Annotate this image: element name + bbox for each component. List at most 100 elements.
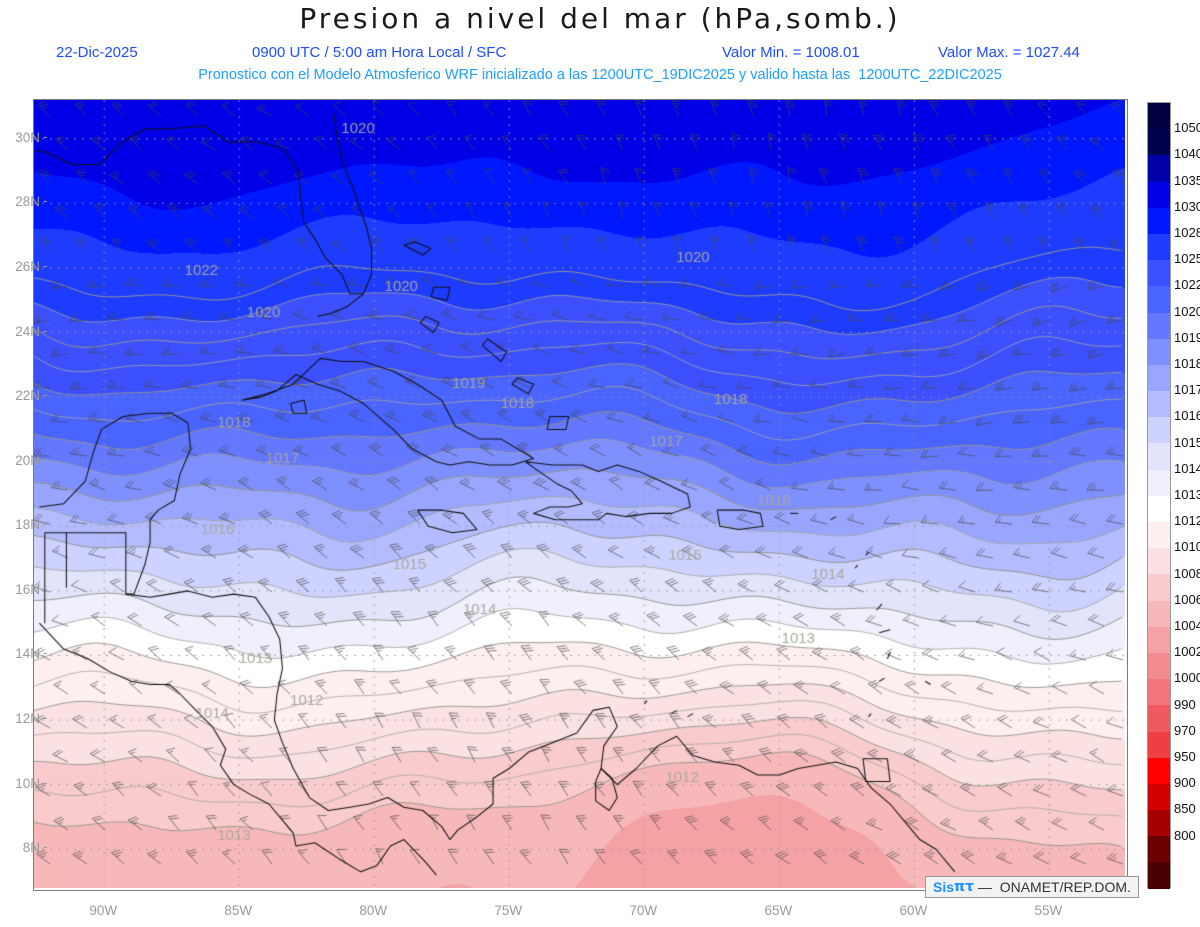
colorbar-swatch [1148,600,1170,627]
colorbar-tick-1018: 1018 [1174,356,1200,371]
colorbar-swatch [1148,862,1170,889]
colorbar-tick-1017: 1017 [1174,382,1200,398]
colorbar-swatch [1148,443,1170,470]
colorbar-tick-1028: 1028 [1174,225,1200,240]
colorbar-tick-1006: 1006 [1174,591,1200,607]
colorbar-swatch [1148,286,1170,313]
colorbar-tick-850: 850 [1174,801,1196,817]
colorbar-tick-1014: 1014 [1174,460,1200,476]
forecast-time: 0900 UTC / 5:00 am Hora Local / SFC [252,44,507,61]
colorbar-swatch [1148,652,1170,680]
colorbar-tick-1035: 1035 [1174,172,1200,188]
lat-tick-mark: - [43,710,48,726]
lat-tick-20n: 20N [15,452,40,468]
lat-tick-18n: 18N [15,517,40,533]
lat-tick-24n: 24N [15,323,40,339]
colorbar-swatch [1148,417,1170,444]
colorbar-tick-1004: 1004 [1174,618,1200,633]
colorbar-tick-900: 900 [1174,775,1196,791]
lat-tick-30n: 30N [15,129,40,145]
lat-tick-mark: - [43,257,48,273]
colorbar-tick-1015: 1015 [1174,434,1200,450]
map-plot-area[interactable] [33,99,1128,891]
colorbar-swatch [1148,679,1170,706]
lat-tick-28n: 28N [15,194,40,210]
colorbar-tick-1008: 1008 [1174,565,1200,581]
lat-tick-mark: - [43,774,48,790]
lat-tick-mark: - [43,839,48,855]
lon-tick-65w: 65W [764,903,793,918]
lon-tick-90w: 90W [89,903,118,918]
colorbar-swatch [1148,312,1170,339]
lon-tick-80w: 80W [359,903,388,918]
header: Presion a nivel del mar (hPa,somb.) 22-D… [0,0,1200,95]
lat-tick-22n: 22N [15,388,40,404]
colorbar-swatch [1148,836,1170,863]
lat-tick-mark: - [43,451,48,467]
colorbar-tick-1020: 1020 [1174,303,1200,319]
colorbar-tick-1000: 1000 [1174,670,1200,686]
logo-agency-text: — ONAMET/REP.DOM. [974,879,1131,895]
onamet-logo: Sis πτ — ONAMET/REP.DOM. [925,876,1139,898]
colorbar[interactable] [1147,102,1171,889]
logo-pi-icon: πτ [954,879,975,895]
lat-tick-10n: 10N [15,775,40,791]
lon-tick-60w: 60W [899,903,928,918]
lat-tick-mark: - [43,128,48,144]
colorbar-swatch [1148,626,1170,653]
colorbar-swatch [1148,103,1170,130]
model-run-info: Pronostico con el Modelo Atmosferico WRF… [198,67,1002,83]
colorbar-swatch [1148,364,1170,392]
forecast-date: 22-Dic-2025 [56,44,138,61]
colorbar-swatch [1148,731,1170,758]
colorbar-swatch [1148,574,1170,601]
colorbar-tick-1012: 1012 [1174,513,1200,529]
colorbar-tick-1016: 1016 [1174,408,1200,424]
colorbar-swatch [1148,757,1170,784]
colorbar-tick-1040: 1040 [1174,146,1200,162]
colorbar-tick-1013: 1013 [1174,487,1200,502]
colorbar-tick-1010: 1010 [1174,539,1200,555]
lat-tick-mark: - [43,645,48,661]
colorbar-labels: 1050 1040 1035 1030 1028 1025 1022 1020 1019 1018… [1174,102,1200,888]
colorbar-tick-1002: 1002 [1174,644,1200,660]
colorbar-swatch [1148,129,1170,156]
colorbar-swatch [1148,469,1170,496]
colorbar-swatch [1148,495,1170,522]
lat-tick-mark: - [43,193,48,209]
colorbar-swatch [1148,548,1170,575]
lat-tick-14n: 14N [15,646,40,662]
colorbar-swatch [1148,207,1170,234]
colorbar-swatch [1148,260,1170,287]
colorbar-swatch [1148,705,1170,732]
colorbar-tick-950: 950 [1174,749,1196,764]
colorbar-tick-800: 800 [1174,827,1196,843]
lat-tick-mark: - [43,387,48,403]
lat-tick-16n: 16N [15,581,40,597]
lat-tick-mark: - [43,516,48,532]
colorbar-tick-1019: 1019 [1174,329,1200,345]
lat-tick-mark: - [43,322,48,338]
lat-tick-8n: 8N [22,840,40,856]
colorbar-swatch [1148,810,1170,837]
value-max-label: Valor Max. = 1027.44 [938,44,1080,61]
colorbar-swatch [1148,783,1170,811]
colorbar-tick-1030: 1030 [1174,198,1200,214]
page-title: Presion a nivel del mar (hPa,somb.) [299,2,901,35]
lon-tick-70w: 70W [629,903,658,918]
value-min-label: Valor Min. = 1008.01 [722,44,860,61]
lon-tick-85w: 85W [224,903,253,918]
colorbar-tick-970: 970 [1174,722,1196,738]
colorbar-swatch [1148,391,1170,418]
colorbar-swatch [1148,522,1170,549]
lat-tick-12n: 12N [15,711,40,727]
colorbar-tick-1025: 1025 [1174,251,1200,267]
lon-tick-75w: 75W [494,903,523,918]
colorbar-swatch [1148,155,1170,182]
colorbar-tick-1050: 1050 [1174,120,1200,136]
logo-sis-text: Sis [933,879,955,895]
colorbar-swatch [1148,338,1170,365]
colorbar-tick-1022: 1022 [1174,277,1200,293]
lat-tick-26n: 26N [15,258,40,274]
colorbar-tick-990: 990 [1174,696,1196,712]
